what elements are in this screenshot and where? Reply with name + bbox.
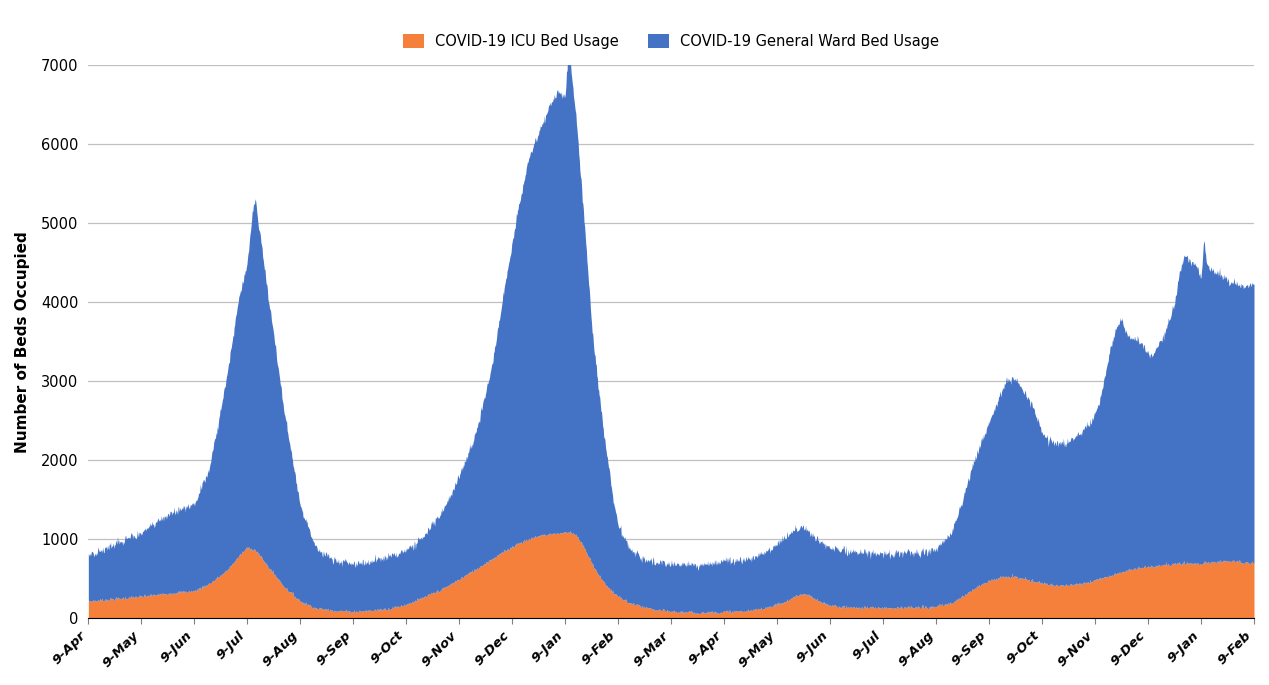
Y-axis label: Number of Beds Occupied: Number of Beds Occupied: [15, 231, 30, 453]
Legend: COVID-19 ICU Bed Usage, COVID-19 General Ward Bed Usage: COVID-19 ICU Bed Usage, COVID-19 General…: [404, 34, 939, 49]
